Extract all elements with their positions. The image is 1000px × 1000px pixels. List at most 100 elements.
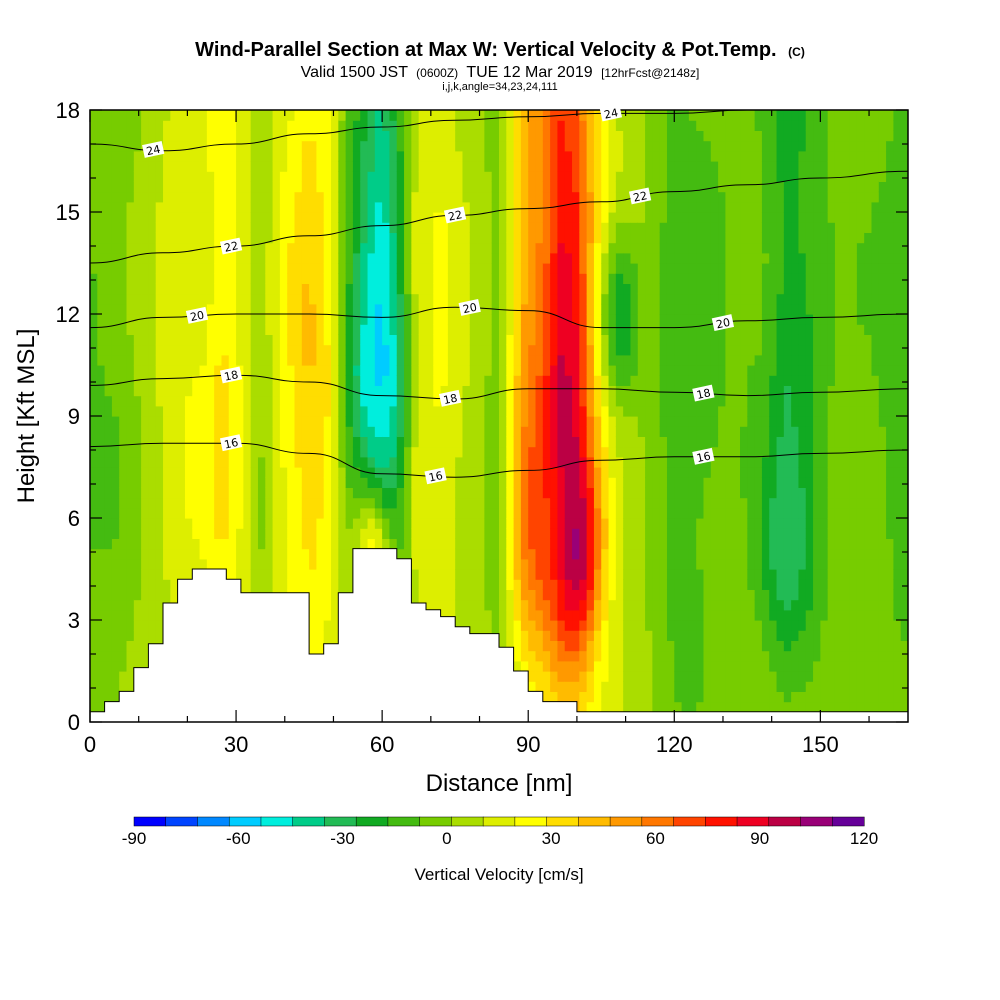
field-cell bbox=[637, 130, 646, 142]
field-cell bbox=[382, 252, 391, 264]
field-cell bbox=[323, 242, 332, 254]
field-cell bbox=[455, 191, 464, 203]
field-cell bbox=[345, 518, 354, 529]
field-cell bbox=[433, 130, 442, 142]
field-cell bbox=[652, 487, 661, 499]
field-cell bbox=[506, 405, 515, 417]
field-cell bbox=[564, 650, 573, 662]
field-cell bbox=[236, 120, 244, 131]
field-cell bbox=[499, 436, 507, 448]
field-cell bbox=[323, 416, 332, 427]
field-cell bbox=[316, 354, 325, 366]
field-cell bbox=[272, 140, 281, 152]
field-cell bbox=[97, 110, 106, 121]
field-cell bbox=[309, 630, 318, 641]
field-cell bbox=[294, 252, 303, 264]
field-cell bbox=[221, 528, 230, 539]
field-cell bbox=[294, 324, 303, 335]
field-cell bbox=[477, 201, 485, 213]
field-cell bbox=[433, 314, 442, 325]
field-cell bbox=[170, 487, 179, 499]
field-cell bbox=[148, 263, 157, 274]
field-cell bbox=[542, 354, 551, 366]
field-cell bbox=[396, 314, 405, 325]
field-cell bbox=[316, 477, 325, 488]
field-cell bbox=[440, 344, 449, 356]
field-cell bbox=[411, 334, 420, 346]
field-cell bbox=[177, 446, 186, 458]
field-cell bbox=[119, 385, 128, 397]
field-cell bbox=[126, 671, 135, 682]
field-cell bbox=[265, 324, 274, 335]
field-cell bbox=[389, 497, 398, 509]
field-cell bbox=[352, 303, 361, 315]
field-cell bbox=[345, 467, 354, 478]
field-cell bbox=[177, 263, 186, 274]
field-cell bbox=[484, 365, 493, 376]
field-cell bbox=[236, 150, 244, 162]
field-cell bbox=[491, 385, 500, 397]
field-cell bbox=[425, 375, 434, 386]
field-cell bbox=[462, 416, 471, 427]
field-cell bbox=[316, 599, 325, 611]
field-cell bbox=[506, 518, 515, 529]
field-cell bbox=[528, 293, 537, 305]
field-cell bbox=[681, 150, 690, 162]
field-cell bbox=[550, 181, 559, 193]
field-cell bbox=[666, 416, 675, 427]
field-cell bbox=[97, 548, 106, 560]
field-cell bbox=[389, 354, 398, 366]
field-cell bbox=[309, 385, 318, 397]
field-cell bbox=[396, 446, 405, 458]
field-cell bbox=[360, 507, 369, 519]
field-cell bbox=[542, 130, 551, 142]
field-cell bbox=[104, 405, 113, 417]
field-cell bbox=[601, 171, 610, 182]
field-cell bbox=[170, 273, 179, 284]
field-cell bbox=[513, 518, 522, 529]
field-cell bbox=[141, 385, 150, 397]
field-cell bbox=[126, 446, 135, 458]
field-cell bbox=[433, 375, 442, 386]
field-cell bbox=[163, 405, 171, 417]
field-cell bbox=[535, 283, 544, 295]
field-cell bbox=[389, 344, 398, 356]
field-cell bbox=[272, 293, 281, 305]
field-cell bbox=[287, 150, 296, 162]
field-cell bbox=[425, 579, 434, 590]
field-cell bbox=[323, 528, 332, 539]
field-cell bbox=[374, 467, 383, 478]
field-cell bbox=[681, 283, 690, 295]
field-cell bbox=[316, 140, 325, 152]
field-cell bbox=[206, 446, 215, 458]
field-cell bbox=[170, 283, 179, 295]
field-cell bbox=[90, 558, 98, 570]
field-cell bbox=[659, 283, 668, 295]
field-cell bbox=[491, 599, 500, 611]
field-cell bbox=[477, 232, 485, 244]
field-cell bbox=[681, 263, 690, 274]
field-cell bbox=[155, 548, 164, 560]
field-cell bbox=[338, 507, 347, 519]
field-cell bbox=[111, 528, 120, 539]
field-cell bbox=[316, 426, 325, 437]
field-cell bbox=[163, 110, 171, 121]
field-cell bbox=[345, 497, 354, 509]
field-cell bbox=[557, 436, 566, 448]
field-cell bbox=[462, 548, 471, 560]
field-cell bbox=[111, 283, 120, 295]
field-cell bbox=[177, 252, 186, 264]
field-cell bbox=[564, 528, 573, 539]
field-cell bbox=[579, 150, 588, 162]
field-cell bbox=[645, 140, 653, 152]
field-cell bbox=[192, 263, 201, 274]
field-cell bbox=[418, 569, 427, 580]
field-cell bbox=[674, 660, 683, 672]
field-cell bbox=[462, 283, 471, 295]
field-cell bbox=[659, 650, 668, 662]
field-cell bbox=[411, 477, 420, 488]
field-cell bbox=[418, 477, 427, 488]
field-cell bbox=[236, 110, 244, 121]
field-cell bbox=[111, 303, 120, 315]
